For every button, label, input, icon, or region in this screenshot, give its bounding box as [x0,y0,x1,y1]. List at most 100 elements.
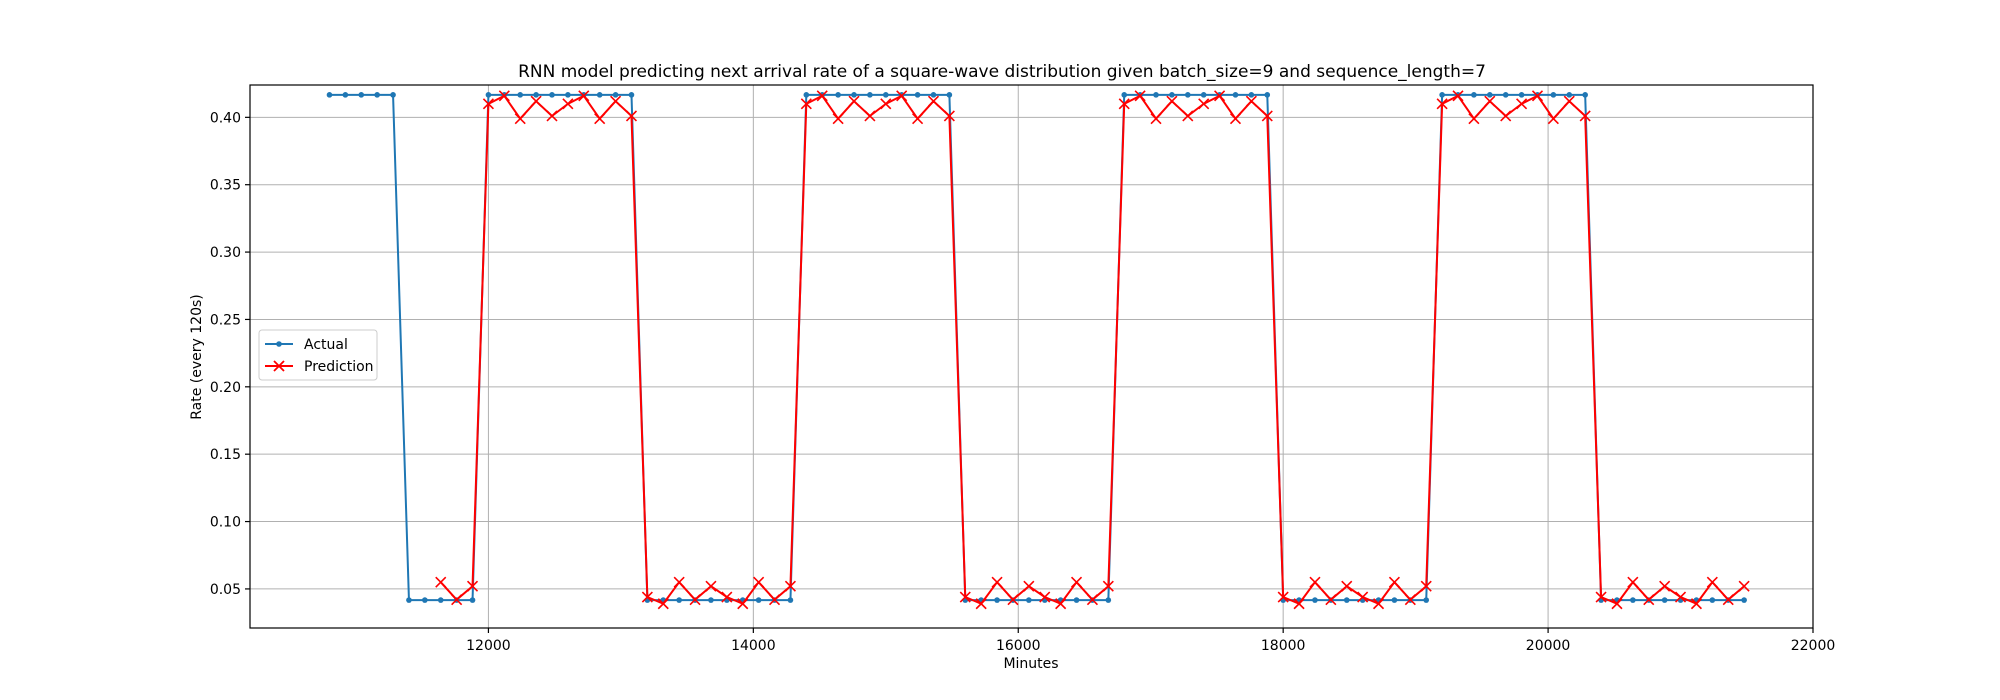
actual-point [358,92,365,98]
prediction-point [1070,576,1083,588]
ticks: 12000 14000 16000 18000 20000 22000 0.05 0.10 0.… [210,110,1835,654]
prediction-point [1404,594,1416,606]
x-tick-label: 16000 [996,638,1041,654]
x-tick-label: 12000 [466,638,511,654]
actual-point [851,92,857,98]
prediction-point [1023,580,1035,592]
prediction-point [1690,598,1703,610]
prediction-point [1341,580,1353,592]
actual-point [1471,92,1477,98]
prediction-point [546,110,558,122]
actual-point [994,597,1000,603]
actual-point [1200,92,1207,98]
prediction-point [1674,591,1687,603]
actual-point [1153,92,1159,98]
legend-actual-label: Actual [304,337,348,353]
prediction-point [1198,98,1210,110]
prediction-point [1357,591,1369,603]
actual-point [628,92,635,98]
x-tick-label: 22000 [1791,638,1836,654]
actual-point [533,92,539,98]
actual-point [1248,92,1255,98]
actual-point [1630,597,1636,603]
prediction-point [1595,591,1607,603]
actual-point [946,92,953,98]
y-tick-label: 0.40 [210,110,241,126]
actual-point [708,597,714,603]
prediction-series-line [439,94,1745,605]
actual-point [406,597,412,603]
series-layer [326,90,1750,610]
prediction-point [864,110,876,122]
actual-point [1026,597,1032,603]
y-tick-label: 0.25 [210,312,241,328]
prediction-point [1245,95,1257,107]
prediction-point [768,594,781,606]
prediction-point [673,576,685,588]
actual-series-line [329,93,1745,602]
actual-point [1232,92,1239,98]
y-tick-label: 0.20 [210,380,241,396]
prediction-point [1007,594,1019,606]
prediction-point [1706,576,1718,588]
prediction-point [1118,98,1130,110]
actual-point [1343,597,1350,603]
prediction-point [1468,113,1480,125]
actual-point [437,597,444,603]
actual-point [485,92,492,98]
actual-point [1073,597,1080,603]
prediction-point [832,113,844,125]
prediction-point [959,591,971,603]
prediction-point [705,580,717,592]
actual-point [1709,597,1716,603]
prediction-point [896,90,908,102]
prediction-point [1722,594,1734,606]
y-axis-label: Rate (every 120s) [189,294,205,420]
prediction-point [657,598,669,610]
actual-point [326,92,333,98]
legend: Actual Prediction [258,329,378,381]
actual-point [1582,92,1588,98]
prediction-point [435,576,447,588]
prediction-point [1420,580,1432,592]
actual-point [390,92,396,98]
plot-frame [249,84,1814,629]
actual-point [1741,597,1747,603]
actual-point [930,92,937,98]
actual-point [914,92,921,98]
prediction-point [1102,580,1114,592]
prediction-point [466,580,479,592]
prediction-point [1500,110,1512,122]
prediction-point [1134,90,1146,102]
prediction-point [1086,594,1098,606]
actual-point [1169,92,1175,98]
prediction-point [1659,580,1671,592]
prediction-point [1055,598,1067,610]
prediction-point [991,576,1003,588]
prediction-point [1166,95,1178,107]
prediction-point [1372,598,1385,610]
prediction-point [1150,113,1162,125]
actual-point [517,92,524,98]
prediction-point [816,90,828,102]
legend-prediction-label: Prediction [304,359,374,375]
prediction-point [1229,113,1242,125]
prediction-point [1388,576,1400,588]
prediction-point [1325,594,1337,606]
actual-point [867,92,873,98]
prediction-point [1738,580,1750,592]
actual-point [1391,597,1398,603]
prediction-point [943,110,955,122]
actual-point [549,92,555,98]
actual-point [565,92,571,98]
prediction-point [1452,90,1464,102]
actual-point [1312,597,1318,603]
y-tick-label: 0.35 [210,178,241,194]
actual-point [374,92,380,98]
chart-title: RNN model predicting next arrival rate o… [518,62,1486,82]
prediction-point [594,113,606,125]
actual-point [342,92,349,98]
prediction-point [1039,591,1051,603]
prediction-point [482,98,494,110]
actual-point [1423,597,1430,603]
